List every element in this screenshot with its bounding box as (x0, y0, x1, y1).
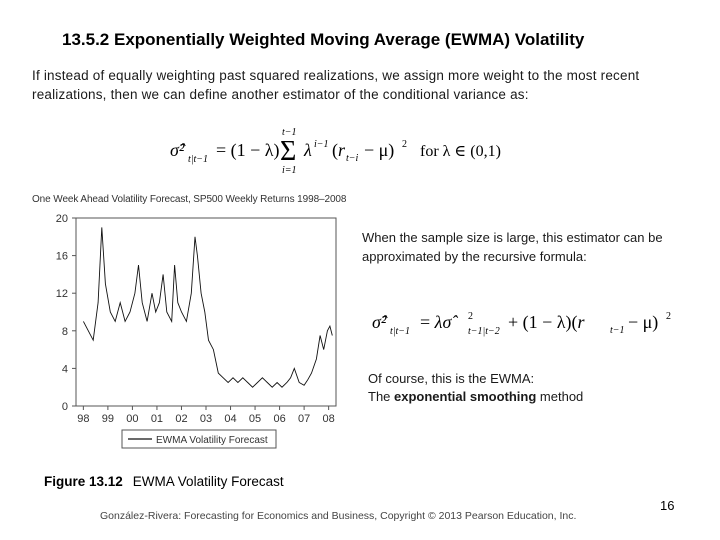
figure-caption: Figure 13.12 EWMA Volatility Forecast (44, 474, 284, 489)
x-tick-label: 01 (151, 413, 163, 425)
chart-title: One Week Ahead Volatility Forecast, SP50… (32, 194, 347, 205)
svg-text:2: 2 (666, 311, 671, 322)
recursive-note: When the sample size is large, this esti… (362, 230, 663, 264)
x-tick-label: 98 (77, 413, 89, 425)
x-tick-label: 08 (323, 413, 335, 425)
y-tick-label: 4 (62, 363, 68, 375)
x-axis: 98 99 00 01 02 03 04 05 06 07 08 (77, 406, 335, 425)
copyright-footer: González-Rivera: Forecasting for Economi… (100, 510, 577, 522)
ewma-note: Of course, this is the EWMA: The exponen… (368, 370, 688, 406)
svg-text:2: 2 (402, 139, 407, 150)
eq2-lhs-sub: t|t−1 (390, 326, 410, 337)
svg-text:t−i: t−i (346, 153, 359, 164)
plot-frame (75, 217, 337, 407)
svg-text:= (1 − λ): = (1 − λ) (216, 140, 280, 161)
x-tick-label: 99 (102, 413, 114, 425)
svg-text:+ (1 − λ)(r: + (1 − λ)(r (508, 312, 586, 333)
ewma-note-line2: The exponential smoothing method (368, 389, 584, 404)
intro-paragraph: If instead of equally weighting past squ… (32, 68, 640, 102)
summation-symbol: Σ (280, 136, 296, 167)
y-tick-label: 16 (56, 251, 68, 263)
legend-label: EWMA Volatility Forecast (156, 435, 268, 446)
chart-legend: EWMA Volatility Forecast (121, 429, 277, 449)
ewma-volatility-line (83, 227, 333, 388)
eq2-lhs: σ̂² (372, 312, 388, 332)
svg-text:− μ): − μ) (364, 140, 394, 161)
y-tick-label: 12 (56, 288, 68, 300)
exponential-smoothing-term: exponential smoothing (394, 389, 537, 404)
x-tick-label: 02 (175, 413, 187, 425)
page-number: 16 (660, 498, 675, 513)
ewma-recursive-equation: σ̂² t|t−1 = λσ̂ 2 t−1|t−2 + (1 − λ)(r t−… (372, 300, 692, 346)
slide-title: 13.5.2 Exponentially Weighted Moving Ave… (62, 30, 585, 49)
svg-text:t−1: t−1 (610, 325, 625, 336)
x-tick-label: 04 (224, 413, 236, 425)
x-tick-label: 00 (126, 413, 138, 425)
eq1-lhs: σ̂² (170, 140, 186, 160)
svg-text:t−1|t−2: t−1|t−2 (468, 326, 500, 337)
x-tick-label: 05 (249, 413, 261, 425)
y-tick-label: 0 (62, 401, 68, 413)
figure-caption-text: EWMA Volatility Forecast (132, 474, 284, 489)
figure-number: Figure 13.12 (44, 474, 123, 489)
x-tick-label: 07 (298, 413, 310, 425)
eq1-condition: for λ ∈ (0,1) (420, 143, 501, 160)
svg-text:(r: (r (332, 140, 346, 161)
legend-box (121, 429, 277, 449)
eq1-lhs-sub: t|t−1 (188, 154, 208, 165)
x-tick-label: 03 (200, 413, 212, 425)
eq1-sum-upper: t−1 (282, 128, 297, 138)
y-tick-label: 20 (56, 213, 68, 225)
svg-text:− μ): − μ) (628, 312, 658, 333)
svg-text:2: 2 (468, 311, 473, 322)
ewma-sum-equation: σ̂² t|t−1 = (1 − λ) t−1 Σ i=1 λ i−1 (r t… (170, 128, 510, 174)
y-axis: 0 4 8 12 16 20 (56, 213, 76, 413)
svg-text:λ: λ (303, 140, 312, 160)
eq1-sum-lower: i=1 (282, 165, 297, 174)
x-tick-label: 06 (273, 413, 285, 425)
ewma-note-line1: Of course, this is the EWMA: (368, 371, 535, 386)
svg-text:= λσ̂: = λσ̂ (420, 312, 458, 332)
svg-text:i−1: i−1 (314, 139, 329, 150)
y-tick-label: 8 (62, 326, 68, 338)
